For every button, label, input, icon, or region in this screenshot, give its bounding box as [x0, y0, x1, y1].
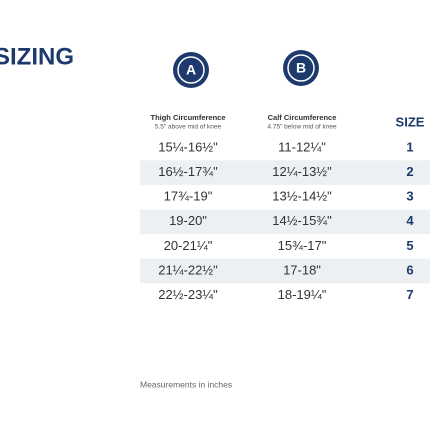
- cell: 11-12¼": [278, 139, 326, 154]
- page-title: SIZING: [0, 43, 74, 70]
- size-cell: 6: [406, 262, 413, 277]
- cell: 20-21¼": [164, 238, 213, 253]
- cell: 15¼-16½": [158, 139, 218, 154]
- column-title: Calf Circumference: [268, 113, 337, 122]
- cell: 12¼-13½": [272, 164, 332, 179]
- badge: A: [173, 52, 209, 88]
- size-cell: 5: [406, 238, 413, 253]
- cell: 15¾-17": [278, 238, 327, 253]
- cell: 13½-14½": [272, 189, 332, 204]
- cell: 17¾-19": [164, 189, 213, 204]
- column-title: Thigh Circumference: [150, 113, 225, 122]
- size-cell: 3: [406, 189, 413, 204]
- column-title: SIZE: [396, 114, 425, 129]
- row-band: [140, 258, 430, 284]
- row-band: [140, 160, 430, 185]
- column-subtitle: 5.5" above mid of knee: [155, 124, 222, 131]
- badge-ring: [287, 54, 315, 82]
- column-subtitle: 4.75" below mid of knee: [267, 124, 337, 131]
- cell: 19-20": [169, 213, 207, 228]
- size-cell: 2: [406, 164, 413, 179]
- badge-letter: A: [186, 62, 196, 78]
- cell: 18-19¼": [278, 287, 327, 302]
- cell: 21¼-22½": [158, 262, 218, 277]
- cell: 17-18": [283, 262, 321, 277]
- cell: 14½-15¾": [272, 213, 332, 228]
- cell: 22½-23¼": [158, 287, 218, 302]
- table: 15¼-16½" 11-12¼" 1 16½-17¾" 12¼-13½" 2 17¾-19"…: [140, 139, 430, 302]
- size-cell: 1: [406, 139, 413, 154]
- row-band: [140, 209, 430, 235]
- size-cell: 4: [406, 213, 414, 228]
- footer-note: Measurements in inches: [140, 379, 232, 389]
- badge: B: [283, 50, 319, 86]
- size-cell: 7: [406, 287, 413, 302]
- cell: 16½-17¾": [158, 164, 218, 179]
- badge-ring: [177, 56, 205, 84]
- badge-letter: B: [296, 60, 306, 76]
